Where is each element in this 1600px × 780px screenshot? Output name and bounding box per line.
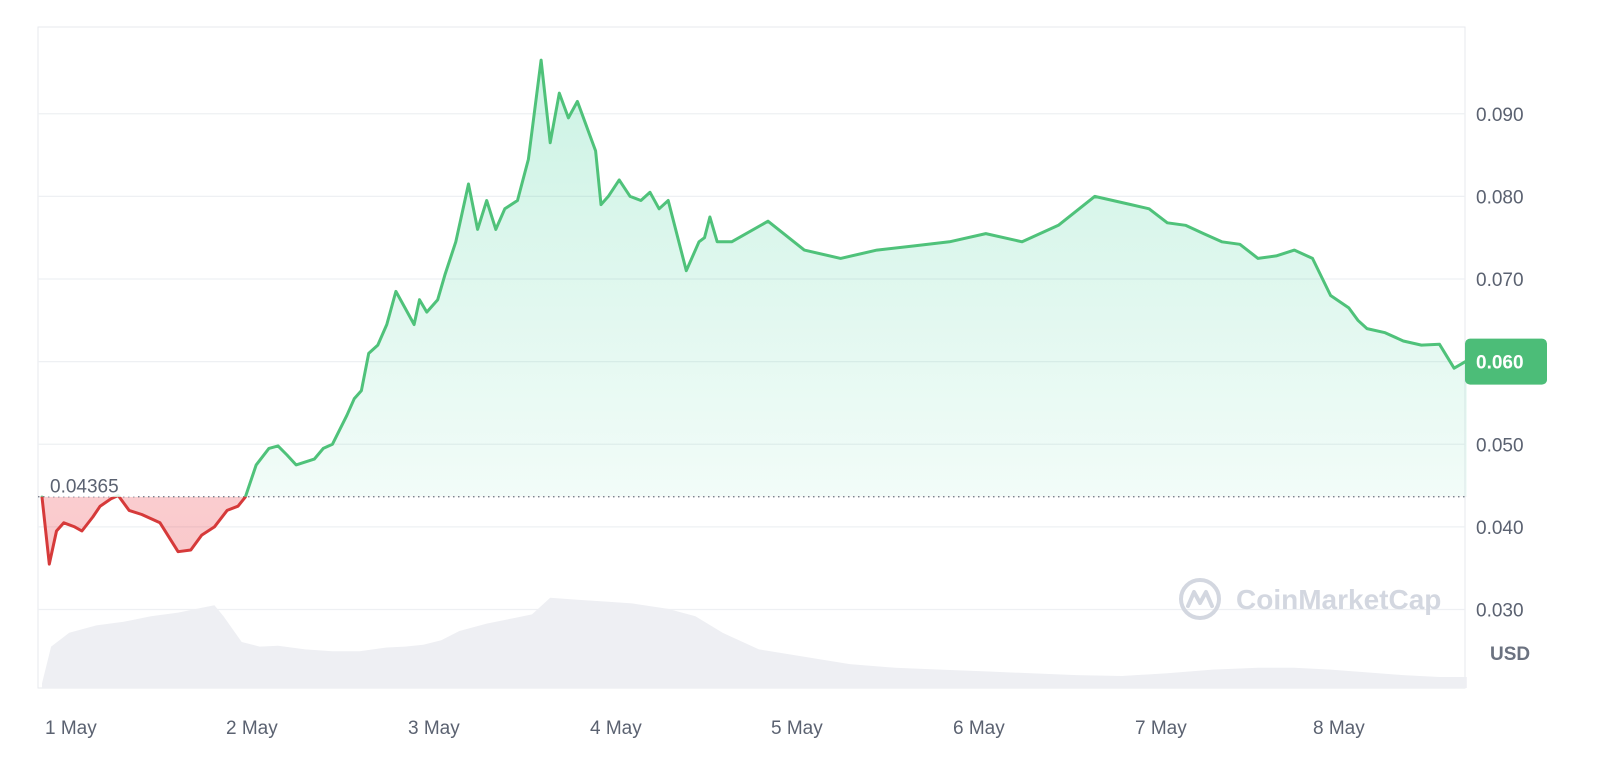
baseline-label-background — [46, 474, 138, 497]
y-tick-label: 0.070 — [1476, 270, 1524, 291]
x-tick-label: 1 May — [45, 718, 97, 739]
y-tick-label: 0.090 — [1476, 105, 1524, 126]
y-tick-label: 0.040 — [1476, 518, 1524, 539]
y-tick-label: 0.050 — [1476, 435, 1524, 456]
x-tick-label: 5 May — [771, 718, 823, 739]
price-line-down — [40, 496, 248, 566]
currency-unit-label: USD — [1490, 644, 1530, 665]
watermark-text: CoinMarketCap — [1236, 584, 1441, 615]
y-axis-ticks: 0.030 0.040 0.050 0.060 0.070 0.080 0.090 — [1476, 105, 1524, 622]
x-axis-ticks: 1 May 2 May 3 May 4 May 5 May 6 May 7 May 8 May — [45, 718, 1365, 739]
current-price-tag-background — [1465, 338, 1547, 385]
current-price-tag: 0.060 — [1465, 338, 1547, 385]
volume-area — [42, 597, 1467, 688]
x-tick-label: 2 May — [226, 718, 278, 739]
x-tick-label: 3 May — [408, 718, 460, 739]
coinmarketcap-logo-icon — [1179, 578, 1221, 620]
coinmarketcap-logo-mark — [1186, 590, 1214, 608]
price-area-down — [42, 496, 246, 565]
x-tick-label: 4 May — [590, 718, 642, 739]
y-tick-label: 0.080 — [1476, 187, 1524, 208]
x-tick-label: 6 May — [953, 718, 1005, 739]
price-area-up — [42, 60, 1467, 497]
baseline-label: 0.04365 — [50, 477, 119, 498]
x-tick-label: 8 May — [1313, 718, 1365, 739]
x-tick-label: 7 May — [1135, 718, 1187, 739]
coinmarketcap-watermark: CoinMarketCap — [1179, 578, 1441, 620]
y-tick-label: 0.030 — [1476, 601, 1524, 622]
price-line-up — [40, 58, 1469, 497]
current-price-label: 0.060 — [1476, 353, 1524, 374]
